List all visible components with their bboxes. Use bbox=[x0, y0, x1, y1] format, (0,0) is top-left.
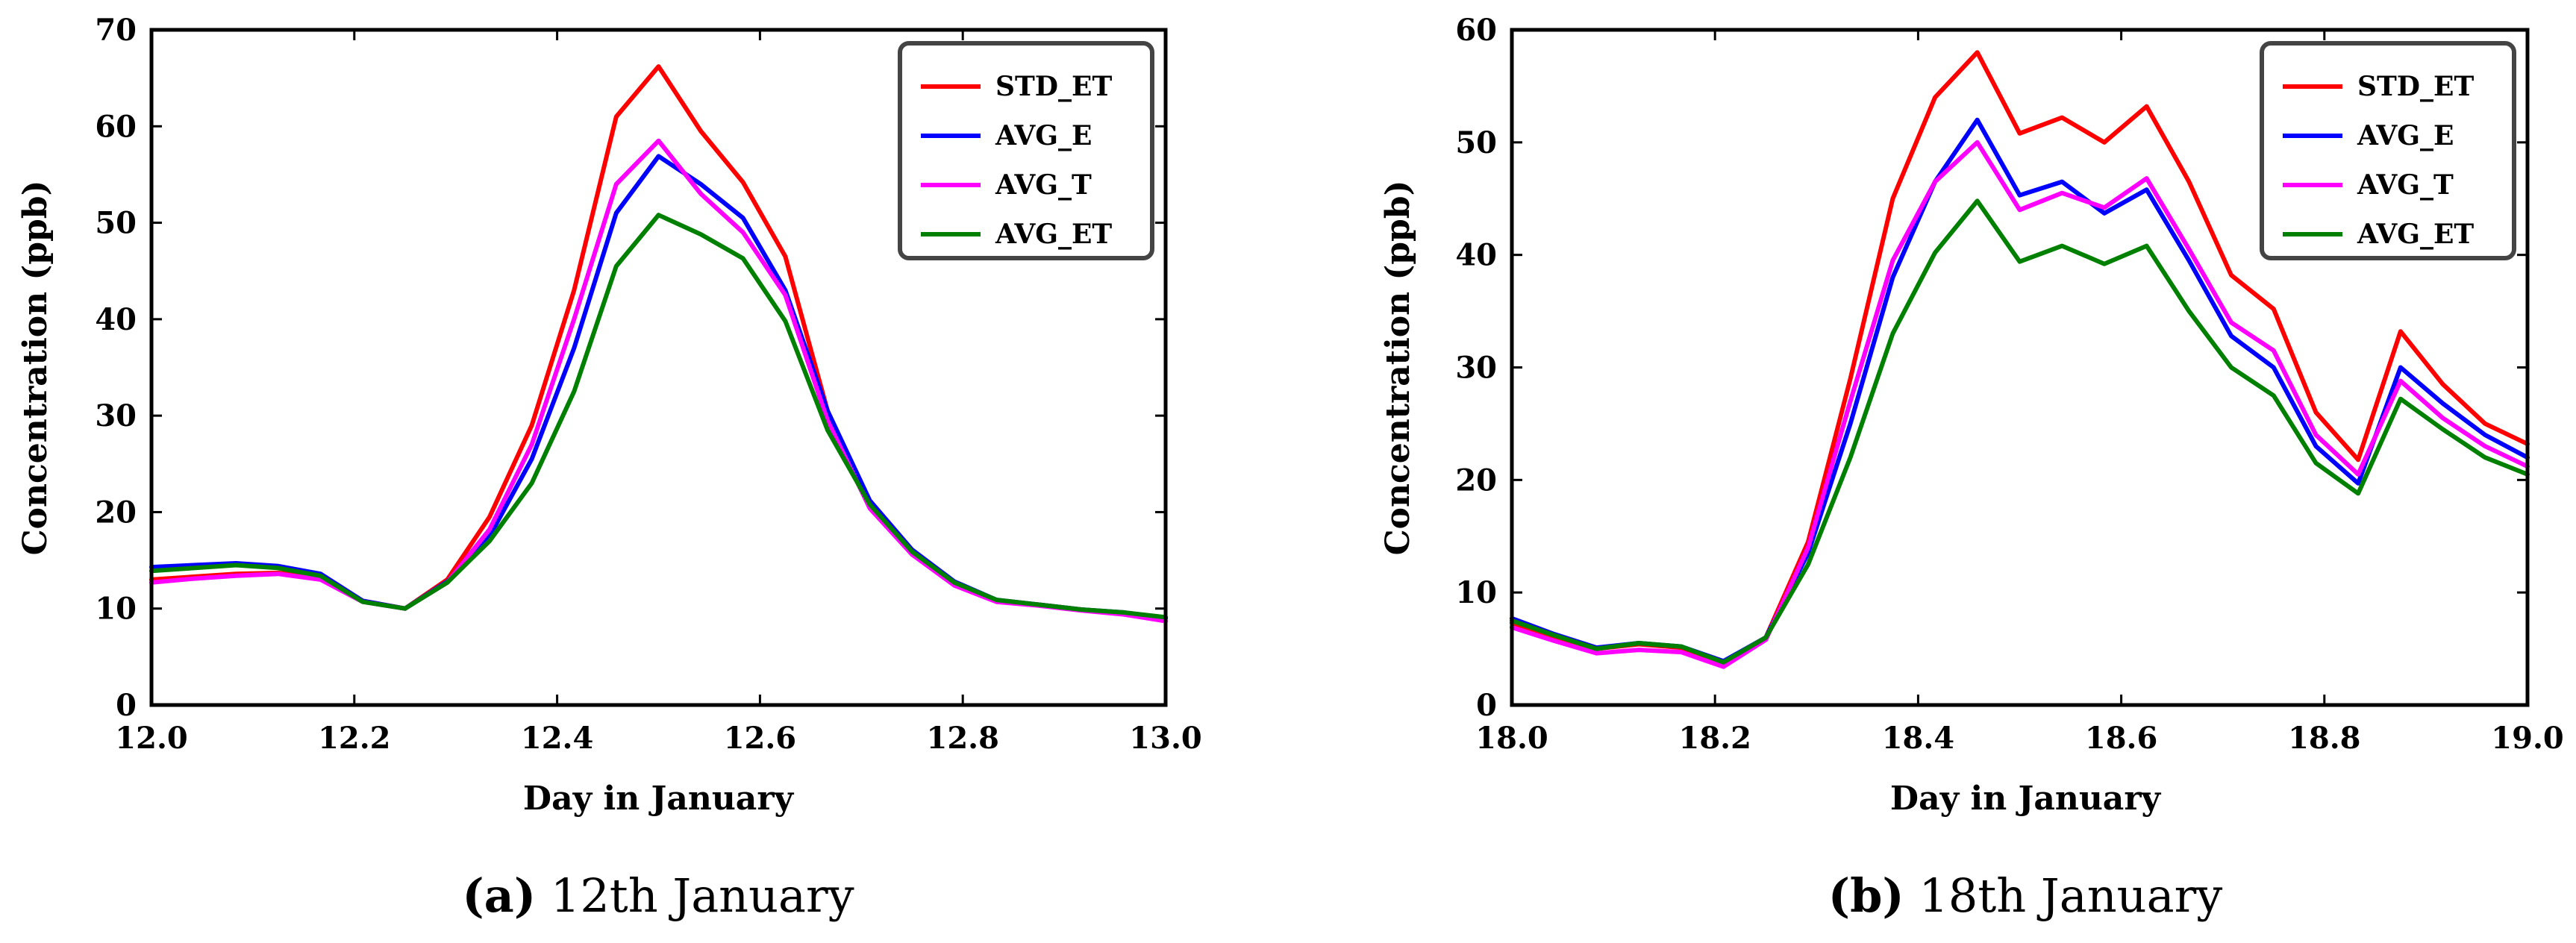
caption-text: 12th January bbox=[536, 868, 854, 923]
caption-a: (a) 12th January bbox=[462, 868, 854, 923]
series-line-avg-t bbox=[1510, 140, 2530, 669]
legend-label: AVG_E bbox=[995, 120, 1092, 151]
y-tick-label: 20 bbox=[95, 495, 137, 530]
legend-label: AVG_E bbox=[2357, 120, 2454, 151]
legend-label: AVG_ET bbox=[995, 219, 1112, 250]
legend: STD_ET AVG_E AVG_T AVG_ET bbox=[2260, 41, 2516, 260]
y-axis-label: Concentration (ppb) bbox=[1379, 181, 1417, 556]
y-tick-label: 60 bbox=[1455, 13, 1497, 48]
caption-b: (b) 18th January bbox=[1828, 868, 2223, 923]
y-tick-label: 70 bbox=[95, 13, 137, 48]
y-tick-label: 50 bbox=[95, 206, 137, 241]
legend-label: AVG_T bbox=[2357, 169, 2454, 201]
x-tick-label: 19.0 bbox=[2491, 721, 2563, 756]
y-tick-label: 0 bbox=[116, 688, 137, 723]
y-axis-label: Concentration (ppb) bbox=[16, 181, 54, 556]
x-axis-label: Day in January bbox=[523, 780, 795, 818]
y-tick-label: 10 bbox=[95, 592, 137, 627]
plot-frame bbox=[149, 28, 1168, 707]
chart-panel-a: Concentration (ppb) Day in January 12.0 1… bbox=[16, 13, 1202, 923]
x-tick-label: 13.0 bbox=[1129, 721, 1201, 756]
x-tick-label: 12.0 bbox=[115, 721, 187, 756]
y-tick-label: 40 bbox=[95, 302, 137, 337]
legend-label: AVG_ET bbox=[2357, 219, 2474, 250]
legend: STD_ET AVG_E AVG_T AVG_ET bbox=[898, 41, 1154, 260]
caption-letter: (b) bbox=[1828, 868, 1904, 923]
y-tick-label: 30 bbox=[95, 398, 137, 433]
legend-label: STD_ET bbox=[995, 71, 1112, 102]
legend-box bbox=[2260, 41, 2516, 260]
y-tick-label: 10 bbox=[1455, 575, 1497, 610]
plot-area: 18.0 18.2 18.4 18.6 18.8 19.0 0 10 20 30 40 50 60 STD… bbox=[1455, 13, 2563, 756]
legend-box bbox=[898, 41, 1154, 260]
x-tick-label: 18.0 bbox=[1475, 721, 1548, 756]
plot-frame bbox=[1510, 28, 2530, 707]
y-tick-label: 30 bbox=[1455, 351, 1497, 386]
series-line-avg-et bbox=[1510, 198, 2530, 665]
series-line-avg-et bbox=[149, 213, 1168, 620]
x-tick-label: 18.4 bbox=[1882, 721, 1954, 756]
chart-panel-b: Concentration (ppb) Day in January 18.0 1… bbox=[1379, 13, 2564, 923]
x-tick-label: 12.6 bbox=[724, 721, 796, 756]
x-tick-label: 18.2 bbox=[1678, 721, 1751, 756]
legend-label: AVG_T bbox=[995, 169, 1092, 201]
x-tick-label: 18.8 bbox=[2288, 721, 2360, 756]
legend-label: STD_ET bbox=[2357, 71, 2474, 102]
x-axis-label: Day in January bbox=[1890, 780, 2162, 818]
y-tick-label: 20 bbox=[1455, 463, 1497, 498]
y-tick-label: 50 bbox=[1455, 125, 1497, 160]
caption-letter: (a) bbox=[462, 868, 536, 923]
x-tick-label: 12.2 bbox=[318, 721, 390, 756]
x-tick-label: 18.6 bbox=[2085, 721, 2157, 756]
y-tick-label: 40 bbox=[1455, 238, 1497, 273]
y-tick-label: 0 bbox=[1476, 688, 1497, 723]
x-tick-label: 12.8 bbox=[926, 721, 998, 756]
x-tick-label: 12.4 bbox=[521, 721, 593, 756]
caption-text: 18th January bbox=[1904, 868, 2222, 923]
plot-area: 12.0 12.2 12.4 12.6 12.8 13.0 0 10 20 30 40 50 60 70 S… bbox=[95, 13, 1201, 756]
y-tick-label: 60 bbox=[95, 109, 137, 144]
